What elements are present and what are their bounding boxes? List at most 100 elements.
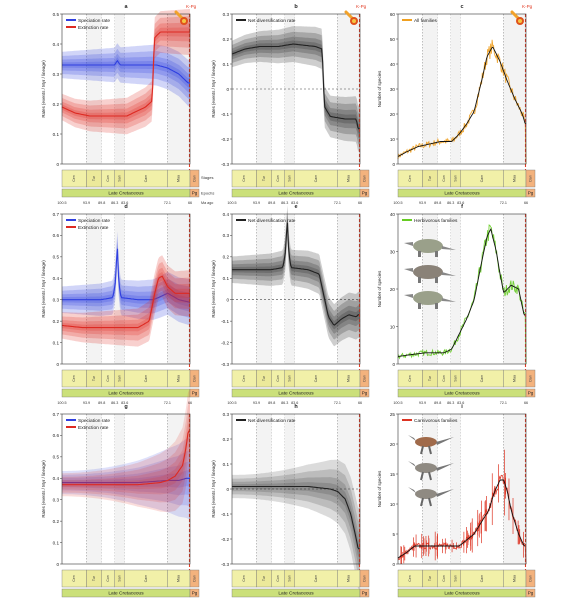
y-tick-label: -0.3 (221, 162, 229, 167)
y-tick-label: 40 (390, 212, 396, 217)
credible-interval-band (232, 210, 360, 340)
period-label: Late Cretaceous (444, 191, 480, 197)
stage-band (337, 214, 360, 364)
meteor-core (352, 19, 356, 23)
dinosaur-head (404, 268, 413, 272)
plot-frame (61, 13, 191, 165)
stage-label: San (454, 375, 458, 381)
time-tick-label: 66 (358, 401, 362, 405)
stage-label: Tur (428, 375, 432, 381)
y-tick-label: 20 (390, 287, 396, 292)
y-tick-label: 0 (226, 87, 229, 92)
time-tick-label: 100.5 (393, 201, 402, 205)
stage-band (86, 414, 102, 564)
y-tick-label: 0.1 (223, 276, 230, 281)
stage-label: Con (276, 175, 280, 182)
y-tick-label: 0.3 (53, 298, 60, 303)
stage-band (503, 414, 526, 564)
time-scale: Cen Tur Con San Cam Maa Dan Late Cretaceous Pg 10… (227, 369, 370, 405)
time-tick-label: 100.5 (227, 201, 236, 205)
stage-label: Dan (529, 175, 533, 182)
legend: Net diversification rate (236, 418, 296, 424)
time-tick-label: 100.5 (393, 401, 402, 405)
stage-band (114, 14, 125, 164)
time-scale: Cen Tur Con San Cam Maa Dan Late Cretaceous Pg 10… (57, 369, 200, 405)
credible-interval-band (62, 241, 190, 312)
time-tick-label: 66 (358, 201, 362, 205)
period-short-label: Pg (192, 591, 198, 596)
stage-label: Cam (314, 575, 318, 583)
stage-label: Cen (408, 375, 412, 382)
dinosaur-head (404, 294, 413, 298)
time-scale: Cen Tur Con San Cam Maa Dan Late Cretaceous Pg 10… (393, 369, 536, 405)
legend-label: Speciation rate (78, 418, 110, 424)
legend-label: Speciation rate (78, 18, 110, 24)
stage-label: Cam (144, 575, 148, 583)
stage-label: Con (442, 175, 446, 182)
stage-label: Cen (72, 575, 76, 582)
stage-box-paleogene (525, 169, 536, 188)
stage-band (86, 14, 102, 164)
period-short-label: Pg (528, 591, 534, 596)
y-tick-label: 0 (56, 362, 59, 367)
time-tick-label: 86.3 (447, 201, 454, 205)
y-axis-label: Rates (events / Myr / lineage) (211, 460, 216, 518)
stage-label: San (454, 175, 458, 181)
stage-label: Con (106, 575, 110, 582)
y-tick-label: 0.2 (223, 37, 230, 42)
credible-interval-band (62, 461, 190, 496)
stage-label: Cam (480, 175, 484, 183)
stage-label: Maa (347, 375, 351, 382)
stage-label: Cen (242, 175, 246, 182)
time-tick-label: 93.9 (253, 201, 260, 205)
time-tick-label: 83.6 (457, 201, 464, 205)
stage-band (422, 414, 438, 564)
time-scale: Cen Tur Con San Cam Maa Dan Late Cretaceous Pg 10… (393, 169, 536, 205)
stage-label: San (288, 175, 292, 181)
chart-panel-e: -0.3 -0.2 -0.1 0 0.1 0.2 0.3 0.4 Rates (events /… (211, 204, 370, 405)
stage-box-paleogene (525, 369, 536, 388)
period-short-label: Pg (192, 391, 198, 396)
stage-label: Dan (193, 175, 197, 182)
plot-frame (397, 413, 527, 565)
y-tick-label: 0.2 (53, 102, 60, 107)
stage-label: Maa (513, 575, 517, 582)
stage-band (450, 14, 461, 164)
plot-frame (61, 413, 191, 565)
stage-label: Dan (193, 575, 197, 582)
time-tick-label: 86.3 (281, 401, 288, 405)
credible-interval-band (62, 272, 190, 332)
legend: Net diversification rate (236, 218, 296, 224)
credible-interval-band (232, 459, 360, 591)
time-tick-label: 72.1 (334, 201, 341, 205)
dinosaur-illustration (415, 489, 437, 499)
y-tick-label: 0.4 (53, 276, 60, 281)
credible-interval-band (62, 245, 190, 307)
period-short-label: Pg (362, 191, 368, 196)
dinosaur-tail (436, 489, 454, 497)
y-axis-label: Rates (events / Myr / lineage) (41, 260, 46, 318)
time-tick-label: 66 (524, 401, 528, 405)
credible-interval-band (232, 469, 360, 578)
time-tick-label: 83.6 (121, 401, 128, 405)
time-tick-label: 72.1 (164, 201, 171, 205)
credible-interval-band (232, 477, 360, 566)
y-tick-label: 0.2 (223, 255, 230, 260)
stage-label: Con (106, 175, 110, 182)
legend-label: Extinction rate (78, 225, 109, 231)
time-tick-label: 66 (524, 201, 528, 205)
period-box-paleogene (189, 588, 200, 598)
credible-interval-band (62, 389, 190, 513)
y-tick-label: 0 (226, 298, 229, 303)
stage-label: Cam (144, 175, 148, 183)
y-tick-label: 0.3 (223, 12, 230, 17)
stage-label: San (288, 375, 292, 381)
dinosaur-legs (420, 471, 432, 481)
panel-letter: d (124, 204, 127, 210)
y-axis-label: Number of species (377, 70, 382, 107)
time-tick-label: 89.8 (268, 201, 275, 205)
dinosaur-illustration (413, 265, 443, 279)
plot-frame (231, 213, 361, 365)
